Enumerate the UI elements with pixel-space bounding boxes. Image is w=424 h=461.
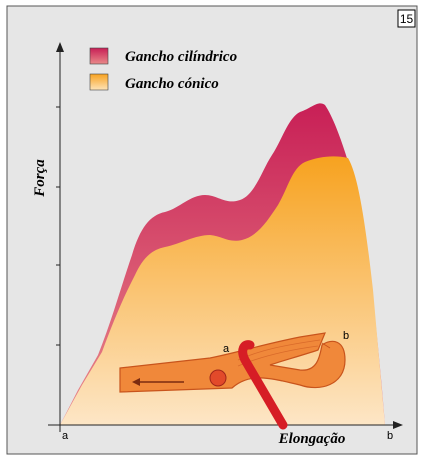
legend-swatch	[90, 74, 108, 90]
legend-label: Gancho cónico	[125, 76, 219, 92]
hook-label: a	[223, 343, 230, 355]
legend-swatch	[90, 48, 108, 64]
badge: 15	[400, 12, 414, 26]
legend-label: Gancho cilíndrico	[125, 49, 237, 65]
x-end-label: b	[387, 430, 393, 442]
diagram: 15 Gancho cilíndrico Gancho cónico Força…	[0, 0, 424, 461]
x-start-label: a	[62, 430, 69, 442]
y-axis-label: Força	[32, 159, 48, 198]
hook-label: b	[343, 330, 349, 342]
x-axis-label: Elongação	[278, 431, 346, 447]
